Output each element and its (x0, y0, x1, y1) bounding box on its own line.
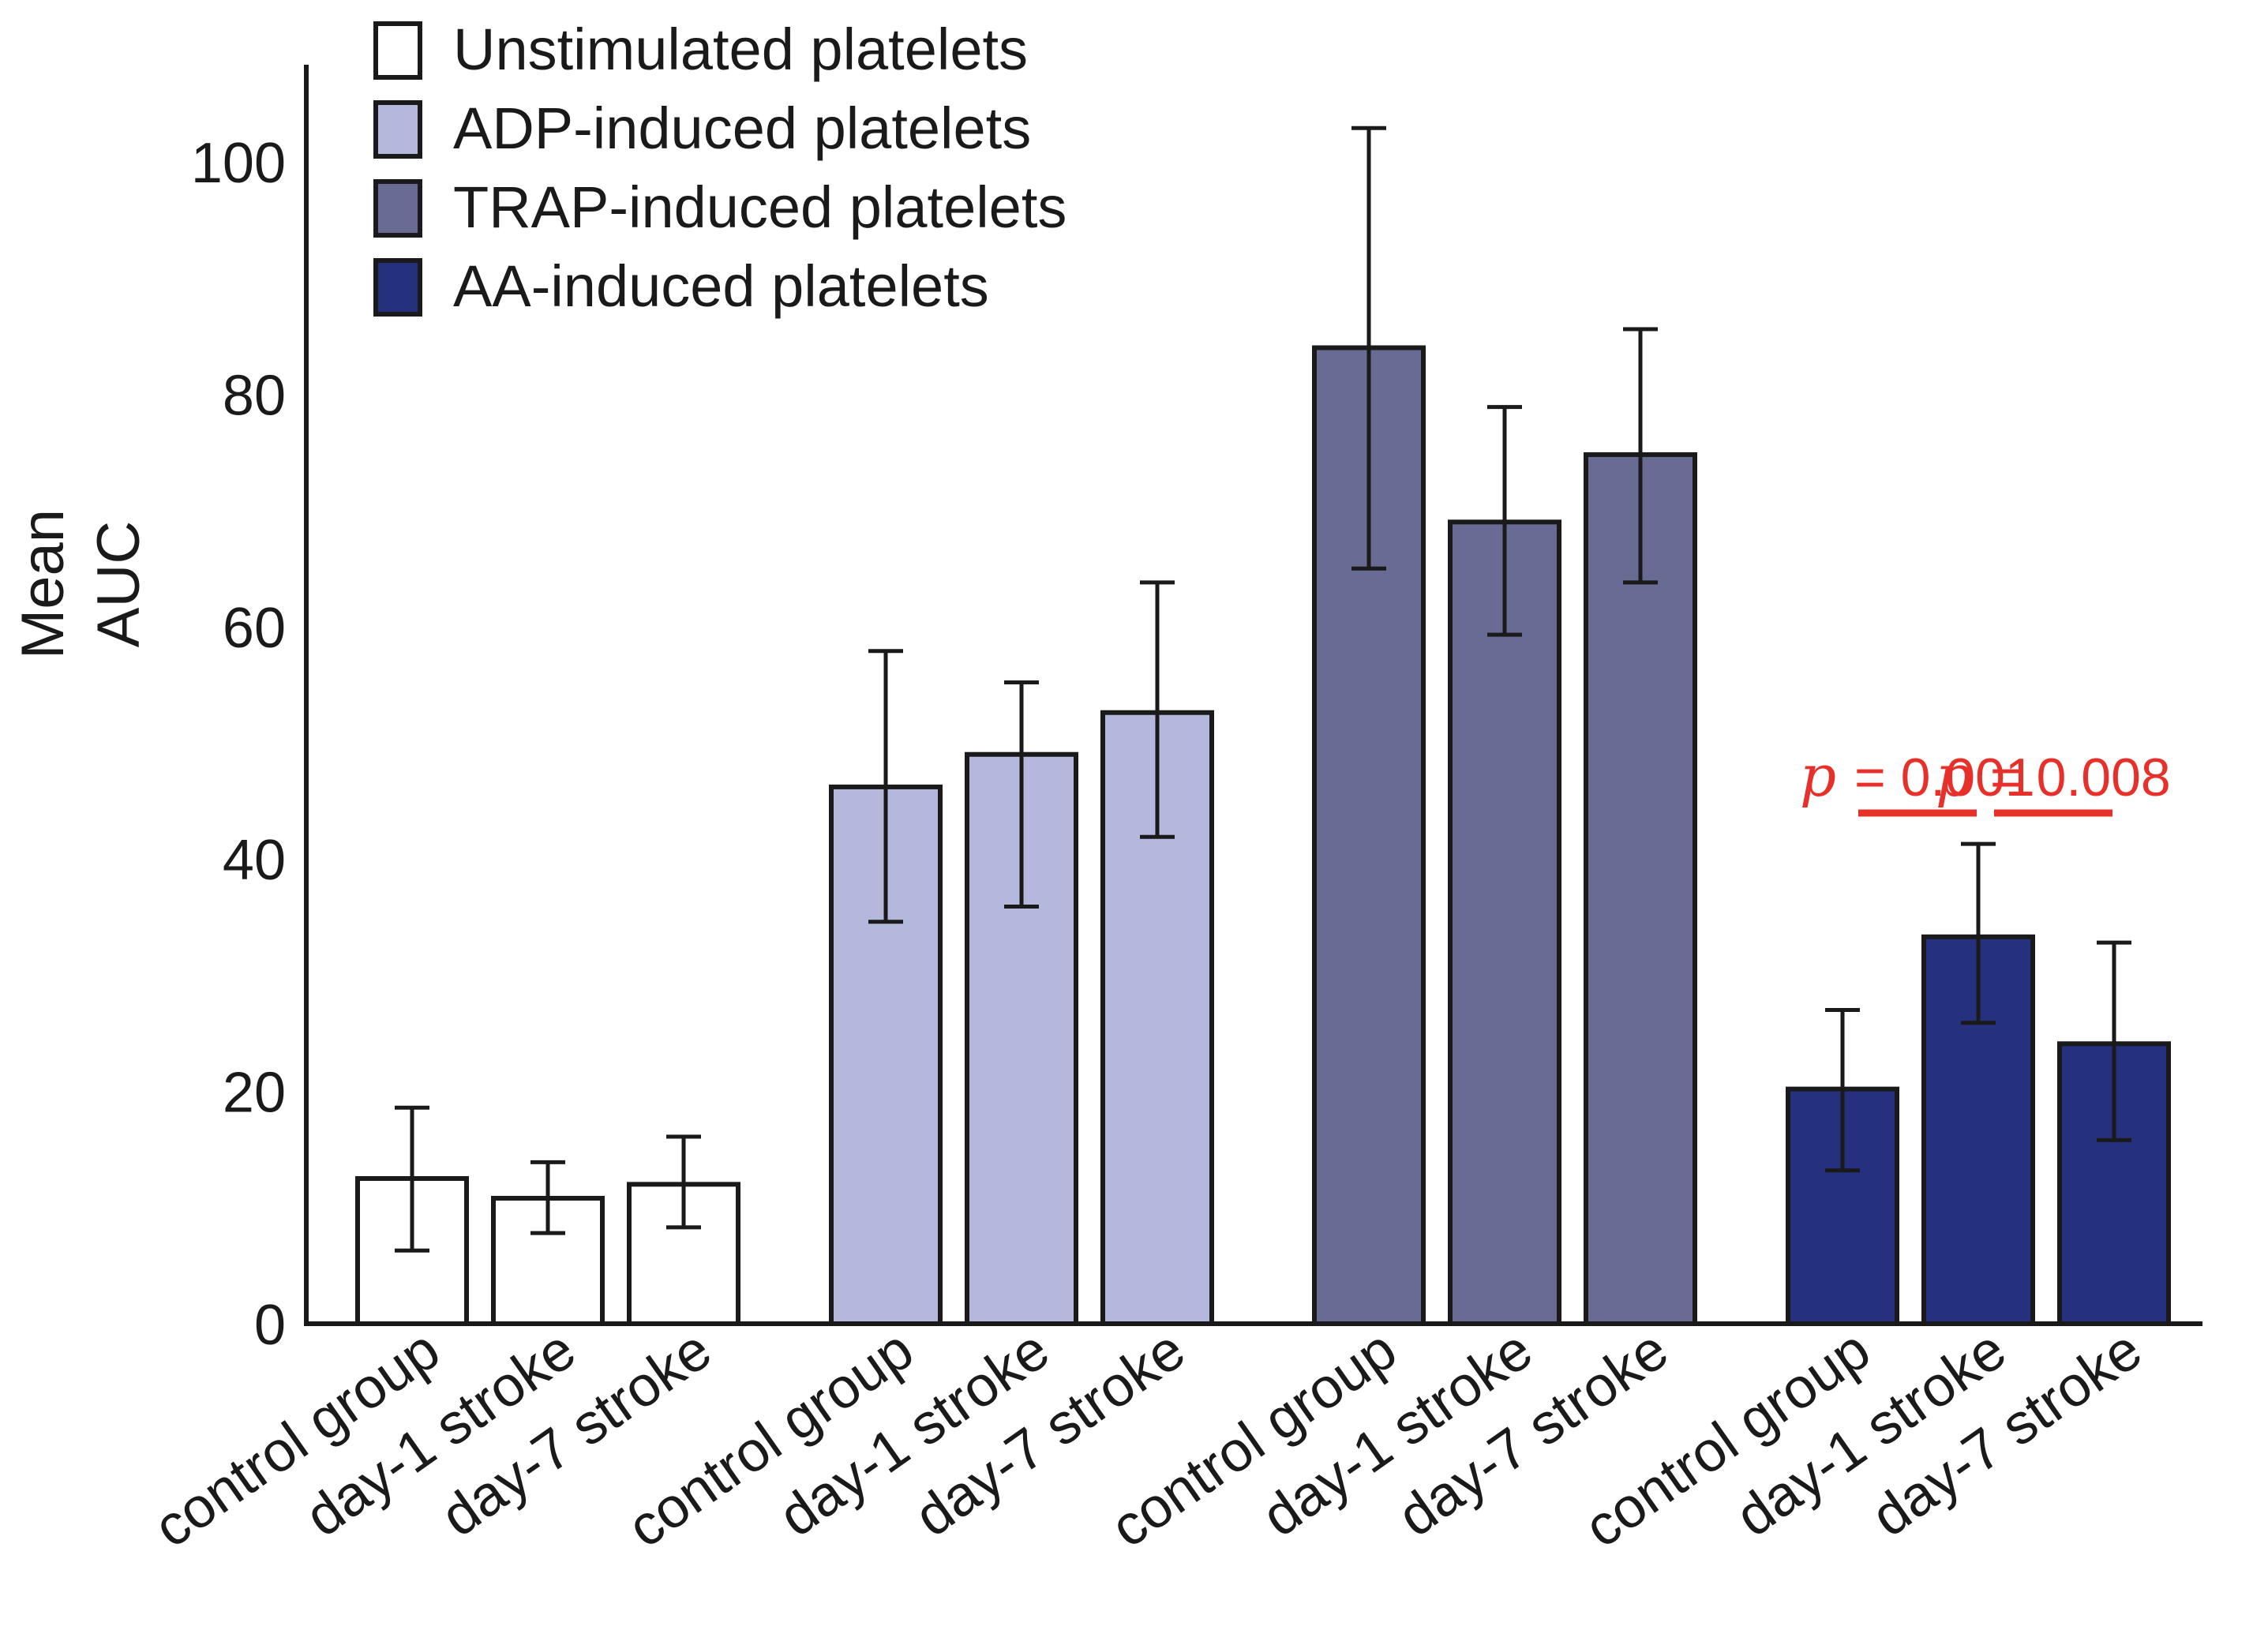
p-value-label-1: p = 0.001 (1800, 743, 2035, 809)
y-tick-label-60: 60 (223, 597, 286, 660)
y-axis-label-line-1: Mean (9, 509, 77, 659)
error-bar-trap-induced-platelets-day-1-stroke (1487, 405, 1522, 637)
p-value-label-2: p = 0.008 (1936, 743, 2171, 809)
legend: Unstimulated platelets ADP-induced platel… (373, 17, 1067, 319)
bar-trap-induced-platelets-day-7-stroke (1584, 452, 1697, 1326)
bar-trap-induced-platelets-day-1-stroke (1448, 519, 1561, 1326)
error-bar-unstimulated-platelets-day-1-stroke (530, 1160, 565, 1235)
legend-swatch-trap-induced-platelets (373, 179, 422, 238)
error-bar-trap-induced-platelets-control-group (1351, 126, 1386, 571)
legend-label-aa-induced-platelets: AA-induced platelets (453, 253, 989, 319)
error-bar-adp-induced-platelets-day-7-stroke (1140, 580, 1175, 839)
bars-layer (355, 126, 2171, 1327)
axes-layer: 0 20 40 60 80 100 Mean AUC (9, 65, 2202, 1357)
y-axis-label: Mean AUC (9, 509, 152, 659)
y-tick-label-20: 20 (223, 1062, 286, 1125)
y-tick-label-40: 40 (223, 829, 286, 892)
legend-swatch-aa-induced-platelets (373, 258, 422, 317)
error-bar-adp-induced-platelets-control-group (868, 649, 903, 924)
y-tick-label-80: 80 (223, 364, 286, 427)
error-bar-aa-induced-platelets-day-7-stroke (2097, 940, 2131, 1142)
error-bar-adp-induced-platelets-day-1-stroke (1004, 680, 1039, 909)
legend-swatch-unstimulated-platelets (373, 21, 422, 80)
error-bar-unstimulated-platelets-control-group (395, 1105, 429, 1253)
y-tick-label-100: 100 (191, 132, 286, 195)
error-bar-unstimulated-platelets-day-7-stroke (666, 1134, 701, 1230)
legend-swatch-adp-induced-platelets (373, 100, 422, 159)
y-axis-label-line-2: AUC (85, 521, 152, 647)
legend-label-adp-induced-platelets: ADP-induced platelets (453, 96, 1031, 161)
legend-label-unstimulated-platelets: Unstimulated platelets (453, 17, 1028, 82)
error-bar-aa-induced-platelets-day-1-stroke (1961, 841, 1996, 1025)
error-bar-aa-induced-platelets-control-group (1825, 1008, 1860, 1173)
error-bar-trap-induced-platelets-day-7-stroke (1623, 327, 1658, 585)
y-tick-label-0: 0 (254, 1294, 286, 1357)
legend-label-trap-induced-platelets: TRAP-induced platelets (453, 174, 1067, 240)
